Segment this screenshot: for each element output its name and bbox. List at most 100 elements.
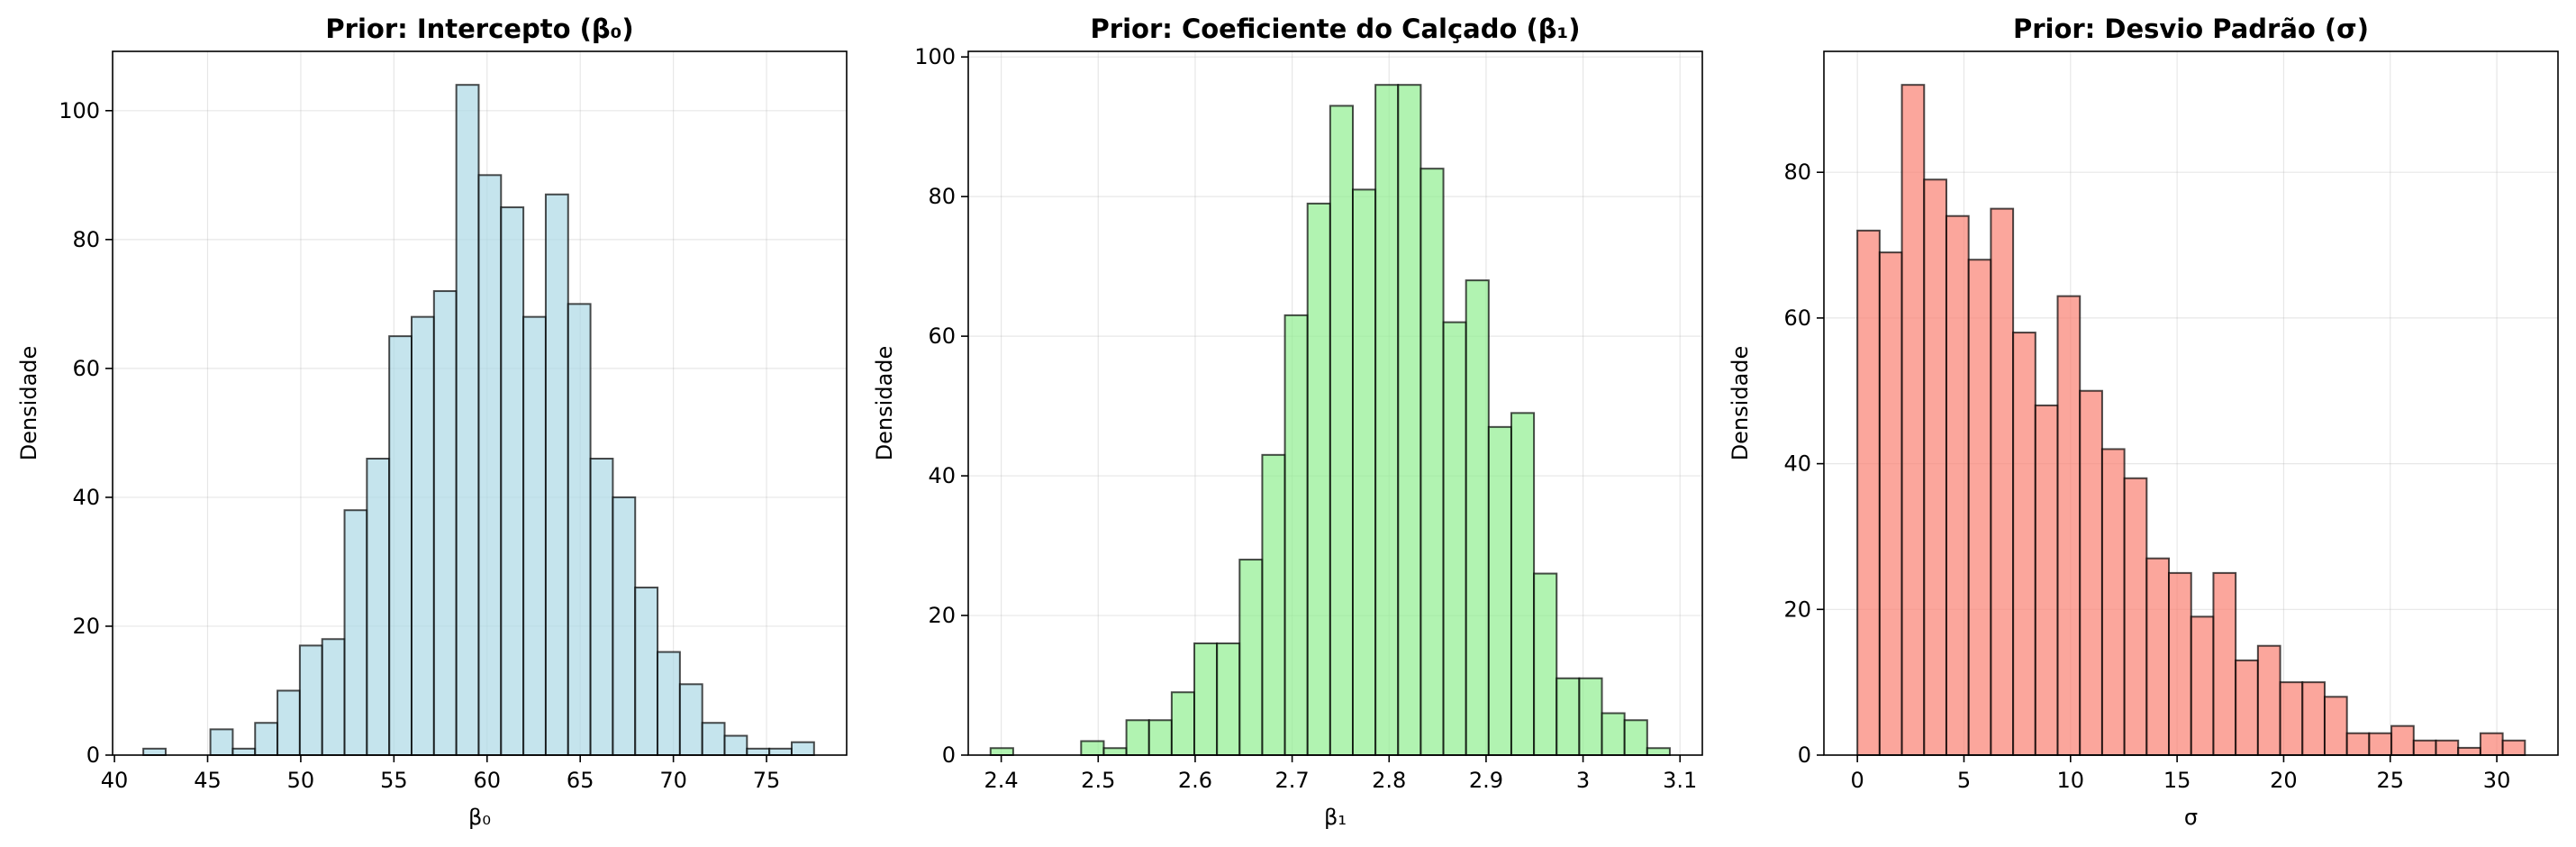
y-axis-label: Densidade (1728, 346, 1753, 461)
histogram-bar (2279, 681, 2304, 756)
histogram-bar (989, 747, 1014, 757)
histogram-bar (2212, 571, 2237, 757)
histogram-bar (455, 84, 480, 756)
histogram-bar (2012, 332, 2036, 756)
histogram-bar (2034, 404, 2059, 756)
histogram-bar (567, 303, 592, 756)
x-tick-label: 0 (1851, 768, 1864, 793)
histogram-bar (1556, 677, 1581, 757)
histogram-bar (1193, 642, 1219, 756)
histogram-bar (2168, 571, 2192, 757)
panel-shoe-coefficient: Prior: Coeficiente do Calçado (β₁) β₁ De… (872, 14, 1703, 830)
histogram-bar (1967, 259, 1992, 757)
histogram-bar (366, 458, 391, 756)
y-tick-label: 60 (928, 323, 956, 349)
histogram-bar (2256, 644, 2281, 756)
y-axis-label: Densidade (16, 346, 41, 461)
x-tick-label: 55 (380, 768, 408, 793)
y-tick-label: 60 (72, 356, 100, 381)
histogram-bar (723, 734, 748, 756)
histogram-bar (2412, 739, 2437, 756)
histogram-bar (1238, 559, 1264, 756)
x-tick-label: 15 (2163, 768, 2191, 793)
histogram-bar (2345, 732, 2371, 757)
panel-title: Prior: Desvio Padrão (σ) (2013, 14, 2369, 44)
x-tick-label: 5 (1957, 768, 1971, 793)
plot-frame (967, 50, 1703, 756)
x-tick-label: 75 (753, 768, 781, 793)
x-tick-label: 60 (474, 768, 502, 793)
histogram-bar (432, 290, 458, 756)
histogram-bar (500, 206, 525, 757)
x-tick-label: 25 (2376, 768, 2404, 793)
x-tick-label: 45 (194, 768, 222, 793)
histogram-bar (1329, 105, 1354, 757)
histogram-bar (1420, 168, 1445, 756)
histogram-bar (657, 651, 681, 756)
histogram-bar (321, 638, 346, 756)
plot-frame (1823, 50, 2559, 756)
x-axis-label: σ (2184, 805, 2198, 830)
x-tick-label: 2.8 (1372, 768, 1406, 793)
x-tick-label: 2.7 (1275, 768, 1310, 793)
x-tick-label: 20 (2270, 768, 2298, 793)
histogram-bar (209, 728, 234, 757)
histogram-bar (1533, 572, 1558, 756)
histogram-bar (2501, 739, 2526, 756)
x-tick-label: 50 (287, 768, 315, 793)
histogram-bars (989, 84, 1671, 757)
histogram-bar (142, 747, 167, 756)
histogram-bar (410, 315, 435, 756)
y-tick-label: 20 (928, 603, 956, 628)
histogram-bar (2368, 732, 2393, 757)
histogram-bar (388, 335, 413, 756)
histogram-bar (1900, 84, 1926, 756)
y-tick-label: 0 (86, 742, 100, 768)
y-tick-label: 60 (1783, 305, 1811, 331)
panel-title: Prior: Intercepto (β₀) (325, 14, 633, 44)
histogram-bar (1283, 314, 1309, 756)
histogram-bar (1856, 229, 1881, 757)
histogram-bar (1125, 719, 1150, 757)
x-tick-label: 70 (659, 768, 687, 793)
histogram-bar (1080, 740, 1105, 756)
histogram-bar (277, 689, 301, 757)
histogram-bar (768, 747, 793, 756)
histogram-bar (2056, 295, 2082, 756)
x-tick-label: 2.9 (1469, 768, 1503, 793)
histogram-bar (1170, 691, 1196, 757)
y-tick-label: 40 (1783, 451, 1811, 477)
histogram-bar (1945, 214, 1970, 756)
histogram-bars (142, 84, 815, 757)
histogram-bar (1623, 719, 1648, 757)
histogram-bar (1397, 84, 1422, 756)
histogram-bar (254, 722, 279, 757)
histogram-bar (2390, 724, 2415, 757)
histogram-bar (1646, 747, 1671, 757)
y-tick-label: 100 (914, 44, 956, 69)
histogram-bar (343, 509, 368, 756)
histogram-bar (1578, 677, 1603, 757)
histogram-bar (634, 587, 659, 756)
x-tick-label: 2.5 (1081, 768, 1115, 793)
histogram-bar (1487, 425, 1512, 756)
histogram-bar (2235, 659, 2259, 757)
y-axis-label: Densidade (872, 346, 897, 461)
x-tick-label: 3 (1576, 768, 1590, 793)
histogram-bar (790, 741, 815, 757)
histogram-bar (477, 174, 503, 757)
histogram-bar (746, 747, 771, 756)
y-tick-label: 80 (72, 227, 100, 252)
histogram-bar (1102, 747, 1128, 757)
histogram-bar (589, 458, 614, 756)
x-axis-label: β₀ (468, 805, 491, 830)
x-tick-label: 2.4 (984, 768, 1019, 793)
histogram-bar (2123, 477, 2148, 757)
panel-std-deviation: Prior: Desvio Padrão (σ) σ Densidade 0 5 1… (1728, 14, 2559, 830)
axis-ticks: 40 45 50 55 60 65 70 75 0 20 40 60 80 100 (59, 98, 780, 793)
histogram-bar (1374, 84, 1400, 756)
histogram-bar (2479, 732, 2504, 757)
histogram-bar (1147, 719, 1173, 757)
histogram-bar (2079, 389, 2103, 756)
